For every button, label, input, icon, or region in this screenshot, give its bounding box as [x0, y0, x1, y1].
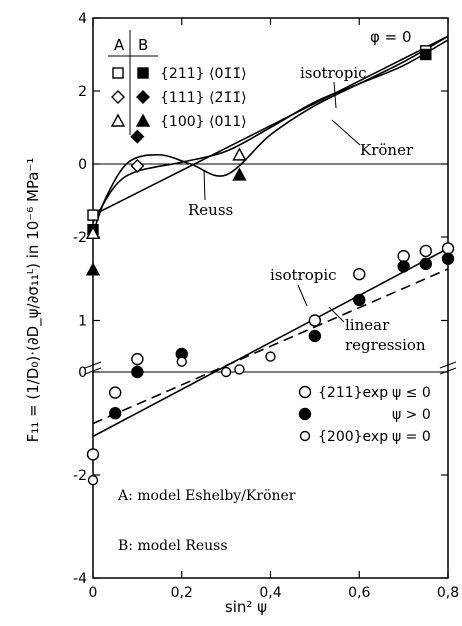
lower-point-circle-filled: [108, 407, 122, 420]
x-tick-label: 0,6: [348, 585, 370, 601]
lower-point-circle-open-small: [87, 474, 99, 486]
lower-point-circle-filled: [397, 260, 410, 273]
lower-legend-condition: ψ > 0: [392, 407, 431, 423]
lower-point-circle-filled: [308, 329, 322, 343]
lower-point-circle-filled: [419, 257, 433, 271]
axis-break-left: [84, 361, 102, 375]
lower-regression-label: regression: [345, 336, 426, 354]
lower-linear-leader: [328, 306, 345, 323]
lower-curve-isotropic: [92, 247, 449, 438]
upper-kroner-leader: [331, 119, 361, 146]
y-tick-label-lower: 1: [78, 314, 87, 330]
upper-curve-reuss: [92, 35, 449, 234]
legend-row-label: {100} ⟨011⟩: [160, 114, 247, 130]
phi-label: φ = 0: [370, 28, 412, 46]
lower-point-circle-open: [308, 314, 322, 327]
lower-legend-label: {200}exp: [318, 429, 388, 445]
lower-point-circle-open: [108, 386, 122, 399]
legend-row-label: {111} ⟨2̄1̄1̄⟩: [160, 90, 247, 106]
x-tick-label: 0,2: [171, 585, 193, 601]
upper-point-triangle-filled: [85, 262, 101, 276]
upper-point-triangle-open: [85, 225, 101, 240]
upper-point-diamond-filled: [130, 129, 145, 144]
model-b-note: B: model Reuss: [118, 538, 228, 554]
axis-break-right: [439, 361, 457, 375]
lower-point-circle-open-small: [220, 366, 232, 378]
legend-header-a: A: [114, 36, 125, 54]
y-tick-label-upper: 2: [78, 84, 87, 100]
lower-point-circle-open: [353, 267, 366, 281]
lower-legend-label: {211}exp: [318, 385, 388, 401]
y-tick-label-upper: 4: [78, 11, 87, 27]
lower-legend-marker: [298, 407, 312, 421]
lower-curve-linear-regression: [92, 268, 449, 425]
upper-legend: A B {211} ⟨01̄1̄⟩ {111} ⟨2̄1̄1̄⟩ {100} ⟨01…: [108, 30, 247, 135]
ticks-layer: 0 0,2 0,4 0,6 0,8 4 2 0 -2 1 0 -2 -4: [73, 11, 459, 601]
lower-isotropic-label: isotropic: [270, 266, 337, 284]
upper-isotropic-leader: [333, 81, 337, 109]
upper-kroner-label: Kröner: [360, 141, 414, 159]
upper-isotropic-label: isotropic: [300, 64, 367, 82]
y-tick-label-upper: 0: [78, 157, 87, 173]
legend-row-label: {211} ⟨01̄1̄⟩: [160, 66, 247, 82]
lower-point-circle-open-small: [265, 351, 276, 362]
y-axis-label: F₁₁ = (1/D₀)·(∂D_ψ/∂σ₁₁ᴸ) in 10⁻⁶ MPa⁻¹: [24, 158, 43, 443]
lower-point-circle-filled: [353, 293, 366, 307]
y-tick-label-upper: -2: [73, 230, 87, 246]
legend-header-b: B: [138, 36, 148, 54]
legend-filled-marker: [137, 67, 149, 79]
curves-layer: [92, 35, 449, 438]
legend-open-marker: [110, 113, 126, 127]
lower-point-circle-open: [131, 352, 144, 366]
legend-filled-marker: [136, 90, 150, 104]
upper-reuss-leader: [203, 169, 206, 201]
upper-reuss-label: Reuss: [188, 201, 233, 219]
x-tick-label: 0,8: [437, 585, 459, 601]
lower-point-circle-filled: [131, 365, 144, 379]
legend-open-marker: [111, 90, 125, 104]
x-tick-label: 0,4: [259, 585, 281, 601]
model-a-note: A: model Eshelby/Kröner: [117, 488, 296, 504]
upper-curve-kr-ner: [92, 39, 449, 223]
lower-legend-condition: ψ ≤ 0: [392, 385, 431, 401]
y-tick-label-lower: 0: [78, 365, 87, 381]
lower-point-circle-open: [441, 242, 455, 255]
lower-linear-label: linear: [345, 316, 390, 334]
upper-curve-isotropic: [92, 35, 449, 216]
lower-point-circle-filled: [441, 252, 455, 265]
markers-layer: [85, 45, 455, 486]
upper-point-triangle-open: [232, 147, 247, 161]
lower-legend-marker: [299, 430, 311, 442]
lower-legend: {211}exp ψ ≤ 0 ψ > 0{200}exp ψ = 0: [298, 385, 431, 445]
x-tick-label: 0: [89, 585, 98, 601]
upper-point-square-open: [87, 209, 99, 221]
upper-point-diamond-open: [130, 158, 145, 173]
lower-legend-condition: ψ = 0: [392, 429, 431, 445]
lower-point-circle-open: [397, 249, 410, 263]
legend-open-marker: [112, 67, 124, 79]
x-axis-label: sin² ψ: [225, 598, 267, 616]
lower-point-circle-open-small: [176, 356, 187, 367]
legend-filled-marker: [135, 113, 151, 127]
lower-point-circle-open: [419, 244, 433, 258]
y-tick-label-lower: -2: [73, 468, 87, 484]
upper-point-triangle-filled: [232, 167, 247, 181]
y-tick-label-lower: -4: [73, 571, 87, 587]
lower-isotropic-leader: [297, 284, 308, 307]
lower-legend-marker: [298, 385, 312, 399]
upper-point-square-filled: [420, 48, 432, 61]
lower-point-circle-open: [86, 448, 100, 461]
lower-point-circle-open-small: [234, 364, 245, 375]
